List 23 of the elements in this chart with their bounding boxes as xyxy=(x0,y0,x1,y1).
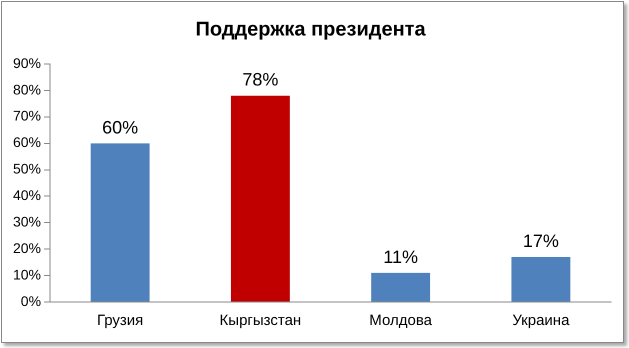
y-tick-label: 20% xyxy=(12,240,42,256)
chart-title: Поддержка президента xyxy=(195,18,426,41)
data-label: 17% xyxy=(522,231,559,252)
x-tick-label: Молдова xyxy=(369,312,433,330)
y-tick-label: 10% xyxy=(12,266,42,282)
x-tick-label: Кыргызстан xyxy=(220,312,302,330)
y-tick-label: 30% xyxy=(12,214,42,230)
y-tick-label: 0% xyxy=(20,292,42,309)
bar xyxy=(230,96,290,302)
bar xyxy=(371,272,430,302)
x-tick-label: Украина xyxy=(512,312,570,330)
y-tick-label: 90% xyxy=(12,54,42,71)
y-tick-label: 50% xyxy=(12,160,42,177)
y-tick-label: 80% xyxy=(12,81,42,98)
y-tick-label: 60% xyxy=(12,134,42,150)
data-label: 78% xyxy=(242,70,278,90)
y-tick-label: 40% xyxy=(12,187,42,204)
x-tick-label: Грузия xyxy=(96,312,144,330)
bar xyxy=(90,143,150,302)
data-label: 11% xyxy=(383,246,418,267)
bar xyxy=(511,257,570,302)
y-tick-label: 70% xyxy=(12,108,42,124)
data-label: 60% xyxy=(102,117,138,138)
